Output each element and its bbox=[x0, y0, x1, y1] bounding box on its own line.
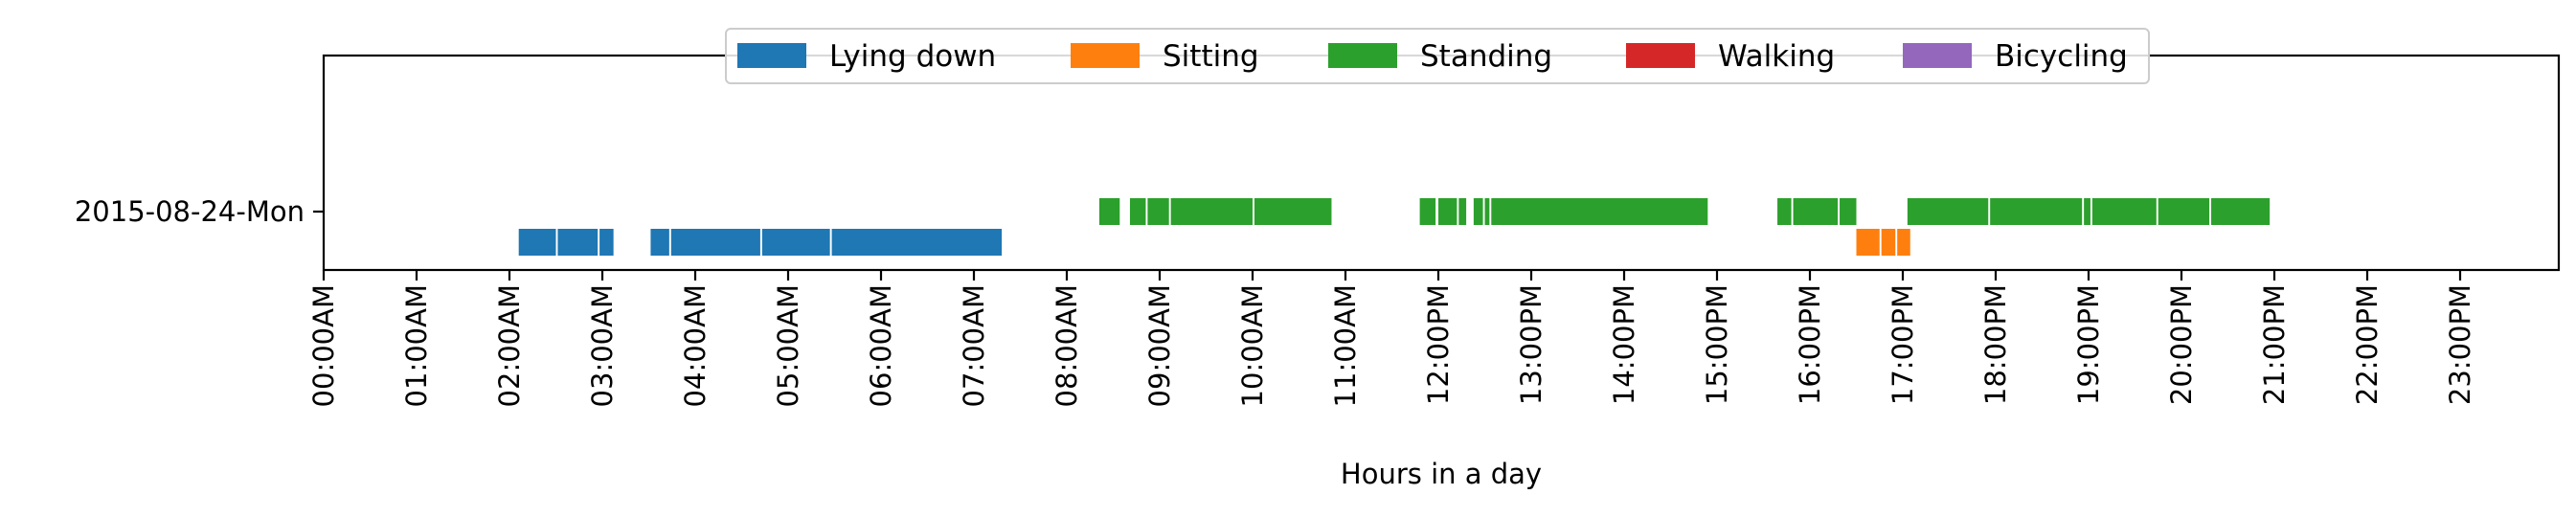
x-tick-label: 11:00AM bbox=[1329, 284, 1362, 407]
x-tick-label: 04:00AM bbox=[679, 284, 712, 407]
x-tick-label: 17:00PM bbox=[1887, 284, 1919, 405]
x-tick-label: 19:00PM bbox=[2072, 284, 2105, 405]
x-tick-label: 23:00PM bbox=[2444, 284, 2476, 405]
activity-bar bbox=[599, 229, 614, 256]
activity-bar bbox=[1777, 198, 1792, 225]
activity-bar bbox=[1990, 198, 2083, 225]
legend-swatch bbox=[1071, 43, 1140, 68]
legend-swatch bbox=[1903, 43, 1972, 68]
activity-bar bbox=[1170, 198, 1253, 225]
activity-bar bbox=[761, 229, 830, 256]
x-tick-label: 20:00PM bbox=[2165, 284, 2198, 405]
activity-bar bbox=[650, 229, 669, 256]
activity-bar bbox=[2091, 198, 2157, 225]
activity-bar bbox=[2084, 198, 2090, 225]
x-tick-label: 18:00PM bbox=[1979, 284, 2012, 405]
activity-bar bbox=[557, 229, 599, 256]
x-tick-label: 15:00PM bbox=[1701, 284, 1733, 405]
legend: Lying down Sitting Standing Walking Bicyclin… bbox=[725, 28, 2150, 84]
x-tick-label: 14:00PM bbox=[1608, 284, 1640, 405]
activity-bar bbox=[1897, 229, 1910, 256]
x-tick-label: 16:00PM bbox=[1794, 284, 1826, 405]
activity-bar bbox=[1129, 198, 1146, 225]
activity-bar bbox=[670, 229, 760, 256]
activity-bar bbox=[1254, 198, 1332, 225]
activity-bar bbox=[831, 229, 1003, 256]
activity-bar bbox=[1147, 198, 1169, 225]
x-tick-label: 00:00AM bbox=[307, 284, 340, 407]
activity-bar bbox=[1793, 198, 1839, 225]
legend-label: Standing bbox=[1420, 39, 1552, 74]
activity-bar bbox=[1484, 198, 1490, 225]
x-tick-label: 08:00AM bbox=[1051, 284, 1083, 407]
x-tick-label: 10:00AM bbox=[1236, 284, 1269, 407]
activity-bars bbox=[518, 198, 2271, 256]
legend-label: Bicycling bbox=[1995, 39, 2128, 74]
x-tick-label: 13:00PM bbox=[1515, 284, 1548, 405]
legend-label: Sitting bbox=[1163, 39, 1259, 74]
x-tick-label: 01:00AM bbox=[400, 284, 433, 407]
legend-label: Lying down bbox=[829, 39, 996, 74]
x-tick-label: 05:00AM bbox=[772, 284, 804, 407]
legend-label: Walking bbox=[1718, 39, 1835, 74]
x-tick-label: 06:00AM bbox=[865, 284, 897, 407]
x-tick-label: 07:00AM bbox=[958, 284, 990, 407]
activity-bar bbox=[1438, 198, 1457, 225]
y-axis: 2015-08-24-Mon bbox=[75, 195, 324, 228]
activity-bar bbox=[2211, 198, 2271, 225]
activity-bar bbox=[1840, 198, 1857, 225]
x-tick-label: 21:00PM bbox=[2258, 284, 2291, 405]
activity-bar bbox=[1856, 229, 1880, 256]
y-tick-label: 2015-08-24-Mon bbox=[75, 195, 305, 228]
x-tick-label: 02:00AM bbox=[493, 284, 526, 407]
legend-swatch bbox=[1328, 43, 1397, 68]
x-tick-label: 09:00AM bbox=[1143, 284, 1176, 407]
activity-bar bbox=[1491, 198, 1708, 225]
x-tick-label: 12:00PM bbox=[1422, 284, 1455, 405]
activity-bar bbox=[1907, 198, 1989, 225]
activity-bar bbox=[1473, 198, 1483, 225]
legend-swatch bbox=[737, 43, 806, 68]
x-tick-label: 03:00AM bbox=[586, 284, 619, 407]
activity-bar bbox=[1419, 198, 1436, 225]
x-axis-title: Hours in a day bbox=[1341, 458, 1542, 490]
activity-bar bbox=[518, 229, 556, 256]
activity-bar bbox=[1098, 198, 1120, 225]
legend-box bbox=[725, 28, 2150, 84]
activity-bar bbox=[1458, 198, 1467, 225]
activity-bar bbox=[1881, 229, 1896, 256]
legend-swatch bbox=[1626, 43, 1695, 68]
activity-bar bbox=[2158, 198, 2210, 225]
x-axis: 00:00AM 01:00AM 02:00AM 03:00AM 04:00AM 05:00… bbox=[307, 270, 2476, 407]
x-tick-label: 22:00PM bbox=[2351, 284, 2384, 405]
